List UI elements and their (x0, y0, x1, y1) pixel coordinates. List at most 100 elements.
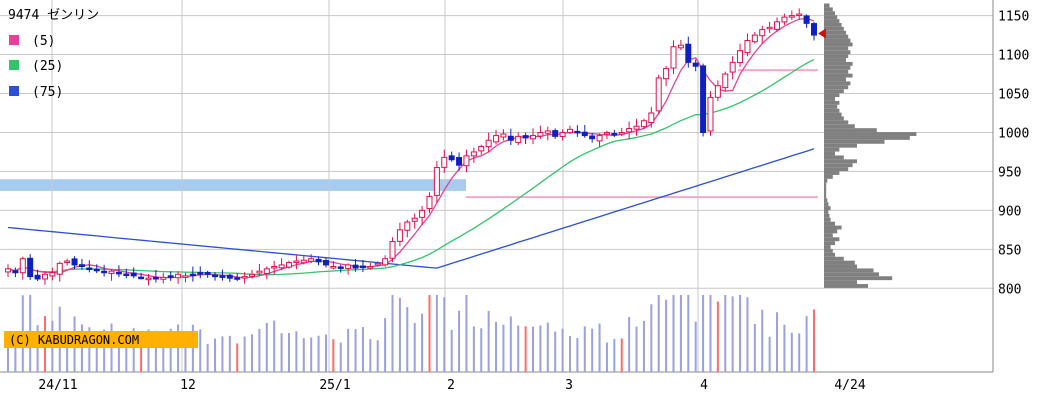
candle-body (722, 73, 729, 89)
candle-body (803, 15, 810, 24)
volume-bar (347, 328, 350, 372)
watermark-text: (C) KABUDRAGON.COM (9, 333, 139, 347)
candle-body (677, 44, 684, 49)
candle-body (655, 77, 662, 112)
profile-bar (824, 217, 831, 222)
profile-bar (824, 54, 849, 59)
volume-bar (598, 323, 601, 372)
candle-body (130, 272, 137, 277)
profile-bar (824, 11, 835, 16)
profile-bar (824, 120, 849, 125)
volume-bar (620, 338, 623, 372)
profile-bar (824, 155, 844, 160)
profile-bar (824, 19, 840, 23)
volume-bar (273, 320, 276, 372)
axis-labels-layer: 800 850 900 950 1000 1050 1100 1150 24/11 12 25/1 2… (38, 10, 1029, 393)
profile-bar (824, 245, 831, 249)
profile-bar (824, 108, 840, 113)
candle-body (774, 21, 781, 30)
candle-body (596, 135, 603, 142)
resistance-band-layer (0, 179, 466, 191)
candle-body (478, 145, 485, 152)
volume-bar (251, 334, 254, 372)
volume-bar (487, 310, 490, 372)
volume-bar (302, 338, 305, 372)
candle-body (189, 273, 196, 277)
candle-body (493, 135, 500, 143)
volume-bar (583, 326, 586, 372)
volume-bar (642, 320, 645, 372)
candle-body (426, 195, 433, 210)
volume-bar (465, 295, 468, 372)
volume-bar (739, 295, 742, 372)
candle-body (441, 156, 448, 168)
volume-bar (450, 329, 453, 372)
volume-bar (768, 336, 771, 372)
volume-bar (650, 304, 653, 372)
candle-body (212, 274, 219, 278)
candle-body (433, 167, 440, 196)
profile-bar (824, 139, 885, 144)
candle-body (322, 259, 329, 266)
profile-bar (824, 276, 893, 281)
ma75-line (7, 148, 815, 269)
candle-body (27, 257, 34, 278)
profile-bar (824, 210, 829, 214)
profile-bar (824, 147, 840, 152)
volume-bar (458, 310, 461, 372)
candle-body (41, 273, 48, 280)
candle-body (382, 258, 389, 266)
volume-bar (295, 331, 298, 372)
volume-bar (243, 336, 246, 372)
volume-bar (317, 335, 320, 372)
x-tick-label: 2 (447, 378, 455, 393)
candle-body (633, 125, 640, 130)
candle-body (456, 157, 463, 166)
candle-body (537, 131, 544, 137)
volume-bar (665, 299, 668, 372)
profile-bar (824, 194, 827, 199)
candle-body (448, 155, 455, 161)
watermark: (C) KABUDRAGON.COM (4, 331, 198, 348)
volume-bar (435, 295, 438, 372)
candle-body (64, 260, 71, 264)
volume-bar (369, 339, 372, 372)
resistance-band (0, 179, 466, 191)
profile-bar (824, 159, 857, 164)
x-tick-label: 4 (700, 378, 708, 393)
volume-bar (783, 324, 786, 372)
volume-bar (147, 329, 150, 372)
candle-body (389, 241, 396, 259)
volume-bar (199, 329, 202, 372)
volume-bar (376, 340, 379, 372)
candle-body (285, 262, 292, 268)
candle-body (707, 96, 714, 132)
volume-bar (443, 297, 446, 372)
candle-body (611, 133, 618, 136)
volume-bar (177, 324, 180, 372)
profile-bar (824, 97, 835, 101)
candle-body (78, 264, 85, 267)
volume-bar (221, 336, 224, 372)
profile-bar (824, 229, 838, 234)
volume-bar (169, 328, 172, 372)
candle-body (204, 271, 211, 275)
volume-bar (310, 337, 313, 372)
candle-body (751, 34, 758, 43)
profile-bar (824, 264, 857, 269)
volume-bar (576, 338, 579, 372)
candle-body (692, 62, 699, 67)
candle-body (315, 258, 322, 263)
volume-bar (605, 342, 608, 372)
profile-bar (824, 38, 851, 43)
legend-swatch-ma25 (9, 60, 19, 70)
volume-bar (524, 326, 527, 372)
ma5-line (7, 17, 815, 279)
profile-bar (824, 198, 828, 203)
candle-body (729, 61, 736, 73)
y-tick-label: 1050 (998, 88, 1029, 103)
candle-body (374, 262, 381, 266)
candle-body (670, 46, 677, 69)
volume-bars-layer (7, 295, 815, 372)
